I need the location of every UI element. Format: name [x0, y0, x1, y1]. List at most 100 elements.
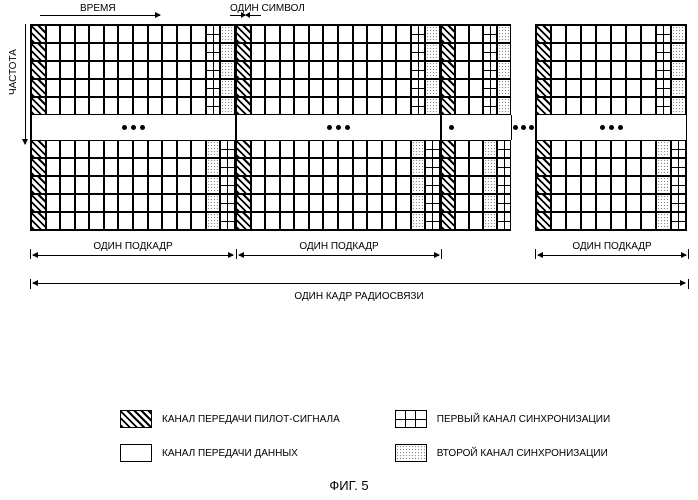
cell: [118, 158, 133, 176]
ellipsis-dot: [449, 125, 454, 130]
cell: [626, 97, 641, 115]
cell: [425, 194, 440, 212]
cell: [177, 176, 192, 194]
cell: [566, 25, 581, 43]
cell: [411, 158, 426, 176]
cell: [469, 176, 483, 194]
cell: [626, 43, 641, 61]
cell: [162, 61, 177, 79]
cell: [441, 43, 455, 61]
cell: [280, 194, 295, 212]
radioframe-arrow-row: ОДИН КАДР РАДИОСВЯЗИ: [30, 279, 690, 301]
cell: [367, 97, 382, 115]
cell: [323, 194, 338, 212]
cell: [396, 61, 411, 79]
cell: [411, 61, 426, 79]
cell: [46, 140, 61, 158]
cell: [220, 158, 235, 176]
cell: [455, 43, 469, 61]
cell: [265, 140, 280, 158]
cell: [236, 25, 251, 43]
cell: [338, 43, 353, 61]
cell: [455, 79, 469, 97]
cell: [581, 97, 596, 115]
cell: [536, 176, 551, 194]
cell: [323, 43, 338, 61]
cell: [441, 158, 455, 176]
cell: [611, 140, 626, 158]
cell: [396, 158, 411, 176]
cell: [75, 176, 90, 194]
cell: [162, 140, 177, 158]
cell: [551, 43, 566, 61]
cell: [596, 79, 611, 97]
cell: [338, 61, 353, 79]
cell: [411, 79, 426, 97]
cell: [265, 212, 280, 230]
cell: [251, 212, 266, 230]
cell: [469, 212, 483, 230]
cell: [656, 25, 671, 43]
cell: [656, 176, 671, 194]
cell: [382, 176, 397, 194]
cell: [294, 194, 309, 212]
cell: [236, 79, 251, 97]
cell: [280, 140, 295, 158]
cell: [191, 97, 206, 115]
legend-data: КАНАЛ ПЕРЕДАЧИ ДАННЫХ: [120, 444, 340, 462]
cell: [46, 61, 61, 79]
cell: [551, 140, 566, 158]
cell: [148, 97, 163, 115]
subframe-3-bottom: [441, 140, 511, 230]
subframe-1-top: [31, 25, 235, 115]
cell: [656, 43, 671, 61]
cell: [162, 43, 177, 61]
cell: [60, 25, 75, 43]
cell: [220, 61, 235, 79]
cell: [60, 79, 75, 97]
cell: [104, 194, 119, 212]
cell: [671, 97, 686, 115]
subframe-n-bottom: [536, 140, 686, 230]
cell: [566, 79, 581, 97]
cell: [536, 140, 551, 158]
cell: [133, 97, 148, 115]
cell: [455, 158, 469, 176]
cell: [220, 140, 235, 158]
cell: [483, 61, 497, 79]
cell: [104, 25, 119, 43]
cell: [596, 176, 611, 194]
cell: [441, 97, 455, 115]
cell: [656, 97, 671, 115]
cell: [367, 79, 382, 97]
cell: [411, 194, 426, 212]
cell: [671, 212, 686, 230]
cell: [581, 176, 596, 194]
cell: [641, 140, 656, 158]
cell: [596, 61, 611, 79]
cell: [656, 212, 671, 230]
cell: [382, 43, 397, 61]
cell: [656, 158, 671, 176]
cell: [236, 212, 251, 230]
cell: [31, 97, 46, 115]
cell: [469, 97, 483, 115]
cell: [455, 212, 469, 230]
cell: [425, 176, 440, 194]
cell: [671, 194, 686, 212]
cell: [411, 97, 426, 115]
ellipsis-dot: [345, 125, 350, 130]
ellipsis-dot: [618, 125, 623, 130]
cell: [596, 43, 611, 61]
cell: [162, 212, 177, 230]
legend-sync2-label: ВТОРОЙ КАНАЛ СИНХРОНИЗАЦИИ: [437, 448, 608, 459]
cell: [280, 97, 295, 115]
cell: [220, 212, 235, 230]
cell: [469, 140, 483, 158]
ellipsis-dot: [513, 125, 518, 130]
cell: [497, 25, 511, 43]
legend-pilot-label: КАНАЛ ПЕРЕДАЧИ ПИЛОТ-СИГНАЛА: [162, 414, 340, 425]
cell: [483, 97, 497, 115]
cell: [483, 158, 497, 176]
cell: [148, 176, 163, 194]
